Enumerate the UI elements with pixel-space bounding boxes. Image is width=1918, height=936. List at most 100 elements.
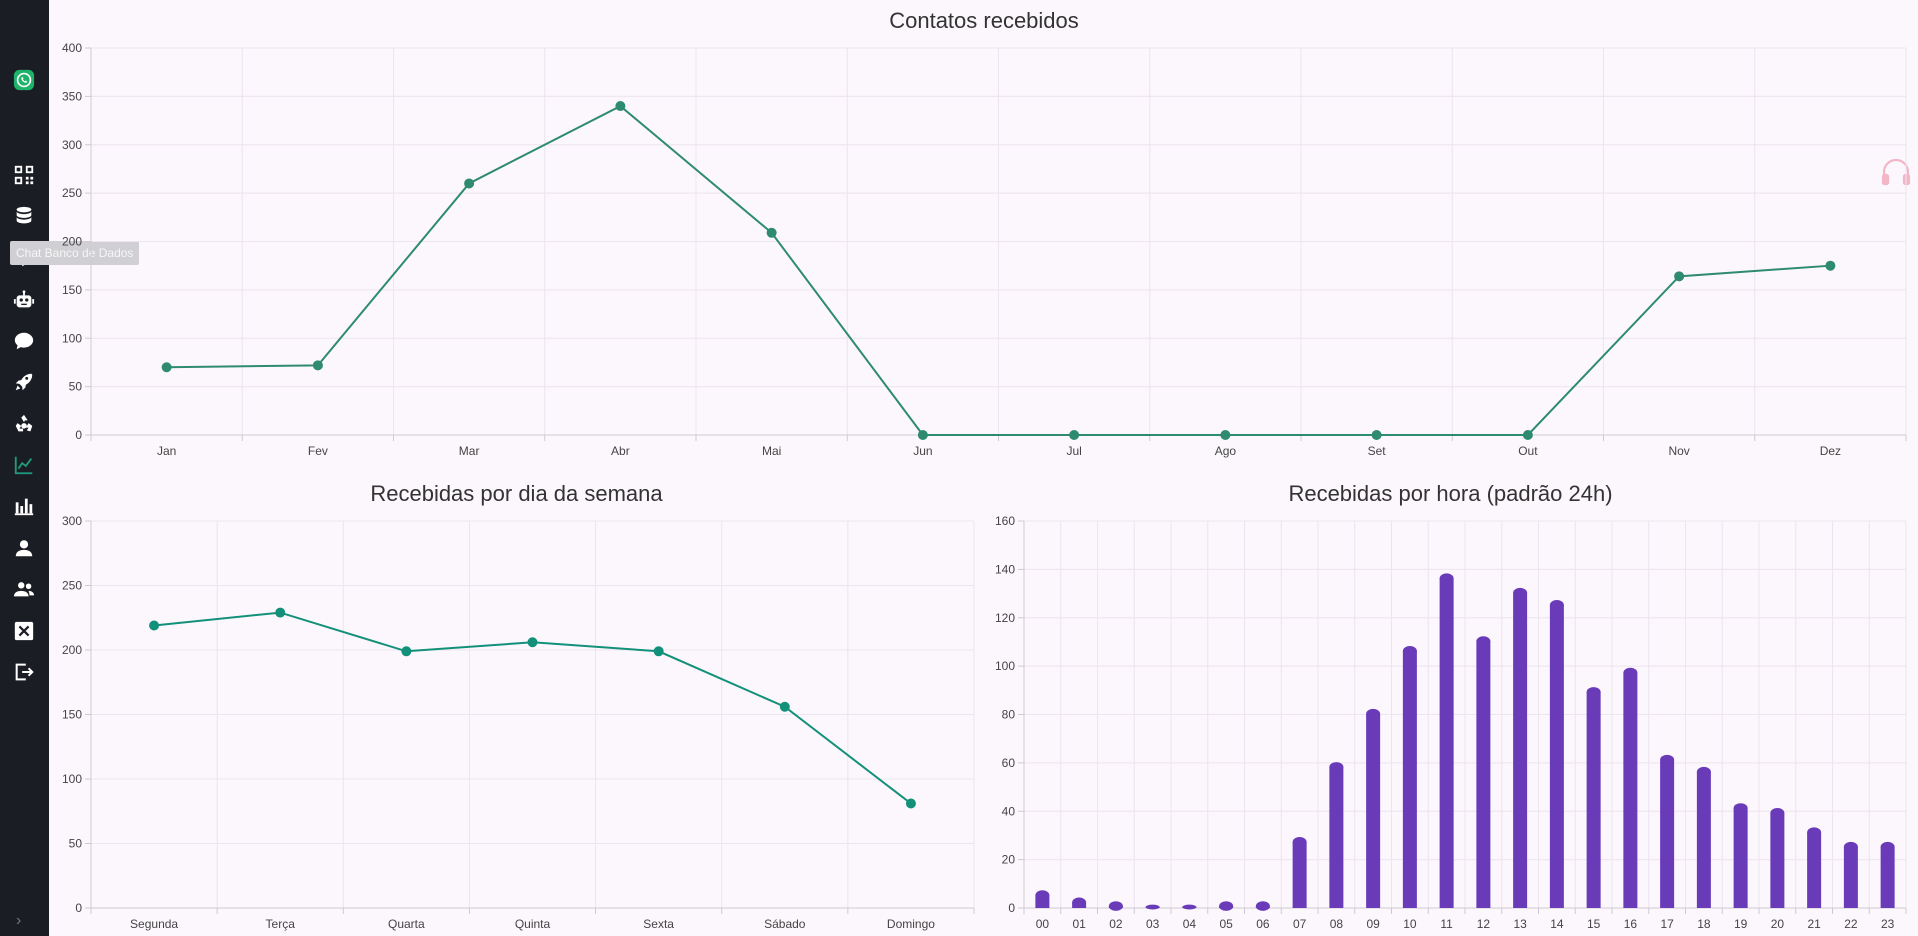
- data-point: [615, 101, 626, 112]
- data-point: [149, 620, 160, 631]
- series-line: [166, 104, 1831, 436]
- bar: [1880, 841, 1895, 908]
- y-tick-label: 0: [75, 428, 82, 442]
- bar: [1292, 837, 1307, 908]
- y-tick-label: 160: [995, 514, 1015, 528]
- bar: [1549, 600, 1564, 908]
- data-point: [905, 798, 916, 809]
- data-point: [527, 637, 538, 648]
- bar-chart-icon[interactable]: [10, 492, 38, 520]
- x-tick-label: 18: [1697, 917, 1711, 931]
- x-tick-label: Terça: [266, 917, 296, 931]
- x-tick-label: Domingo: [887, 917, 935, 931]
- y-tick-label: 0: [1008, 901, 1015, 915]
- y-tick-label: 120: [995, 611, 1015, 625]
- y-tick-label: 80: [1002, 708, 1016, 722]
- x-tick-label: Abr: [611, 444, 630, 458]
- x-tick-label: 01: [1072, 917, 1086, 931]
- x-tick-label: 23: [1881, 917, 1895, 931]
- x-tick-label: 16: [1624, 917, 1638, 931]
- bar: [1145, 904, 1160, 910]
- bar: [1035, 890, 1050, 908]
- x-tick-label: 05: [1219, 917, 1233, 931]
- x-tick-label: Jan: [157, 444, 176, 458]
- logout-icon[interactable]: [10, 658, 38, 686]
- expand-sidebar-icon[interactable]: ›: [16, 912, 22, 929]
- bar: [1219, 901, 1234, 911]
- data-point: [161, 362, 172, 373]
- bar: [1660, 754, 1675, 908]
- y-tick-label: 0: [75, 901, 82, 915]
- x-tick-label: Out: [1518, 444, 1538, 458]
- y-tick-label: 140: [995, 562, 1015, 576]
- bar: [1072, 897, 1087, 908]
- x-tick-label: 08: [1330, 917, 1344, 931]
- x-tick-label: 22: [1844, 917, 1858, 931]
- x-tick-label: 10: [1403, 917, 1417, 931]
- x-tick-label: Segunda: [130, 917, 178, 931]
- data-point: [1674, 271, 1685, 282]
- chart-title-weekday: Recebidas por dia da semana: [370, 481, 663, 506]
- data-point: [653, 646, 664, 657]
- data-point: [1522, 430, 1533, 440]
- sidebar: Chat Banco de Dados ›: [0, 0, 140, 936]
- data-point: [464, 178, 475, 189]
- bar: [1108, 901, 1123, 911]
- user-icon[interactable]: [10, 534, 38, 562]
- data-point: [766, 227, 777, 238]
- y-tick-label: 250: [62, 186, 82, 200]
- chart-title-monthly: Contatos recebidos: [889, 8, 1079, 33]
- y-tick-label: 250: [62, 579, 82, 593]
- rocket-icon[interactable]: [10, 368, 38, 396]
- bar: [1366, 708, 1381, 908]
- bar: [1623, 667, 1638, 908]
- robot-icon[interactable]: [10, 286, 38, 314]
- bar: [1807, 827, 1822, 908]
- x-tick-label: 00: [1036, 917, 1050, 931]
- x-tick-label: 20: [1771, 917, 1785, 931]
- data-point: [312, 360, 323, 371]
- data-point: [779, 701, 790, 712]
- x-tick-label: 19: [1734, 917, 1748, 931]
- x-tick-label: 11: [1440, 917, 1453, 931]
- data-point: [401, 646, 412, 657]
- y-tick-label: 150: [62, 708, 82, 722]
- database-icon[interactable]: [10, 202, 38, 230]
- x-tick-label: Mai: [762, 444, 781, 458]
- y-tick-label: 150: [62, 283, 82, 297]
- x-tick-label: Jul: [1066, 444, 1081, 458]
- x-tick-label: Sábado: [764, 917, 806, 931]
- x-tick-label: Sexta: [643, 917, 674, 931]
- x-tick-label: 12: [1477, 917, 1491, 931]
- recycle-icon[interactable]: [10, 410, 38, 438]
- x-tick-label: Nov: [1668, 444, 1689, 458]
- y-tick-label: 300: [62, 514, 82, 528]
- y-tick-label: 100: [995, 659, 1015, 673]
- y-tick-label: 20: [1002, 853, 1016, 867]
- x-tick-label: 06: [1256, 917, 1270, 931]
- y-tick-label: 200: [62, 643, 82, 657]
- x-tick-label: Quarta: [388, 917, 425, 931]
- chat-bubble-icon[interactable]: [10, 327, 38, 355]
- x-tick-label: 21: [1807, 917, 1821, 931]
- bar: [1733, 803, 1748, 908]
- bar: [1329, 762, 1344, 908]
- users-icon[interactable]: [10, 575, 38, 603]
- x-tick-label: Ago: [1215, 444, 1237, 458]
- y-tick-label: 50: [69, 380, 83, 394]
- x-tick-label: 09: [1366, 917, 1380, 931]
- bar: [1439, 573, 1454, 908]
- data-point: [1825, 260, 1836, 271]
- x-tick-label: 15: [1587, 917, 1601, 931]
- line-chart-icon[interactable]: [10, 451, 38, 479]
- close-box-icon[interactable]: [10, 617, 38, 645]
- x-tick-label: 07: [1293, 917, 1307, 931]
- data-point: [1069, 430, 1080, 440]
- data-point: [917, 430, 928, 440]
- qr-code-icon[interactable]: [10, 161, 38, 189]
- chart-title-hourly: Recebidas por hora (padrão 24h): [1288, 481, 1613, 506]
- whatsapp-logo-icon[interactable]: [10, 66, 38, 94]
- bar: [1182, 904, 1197, 910]
